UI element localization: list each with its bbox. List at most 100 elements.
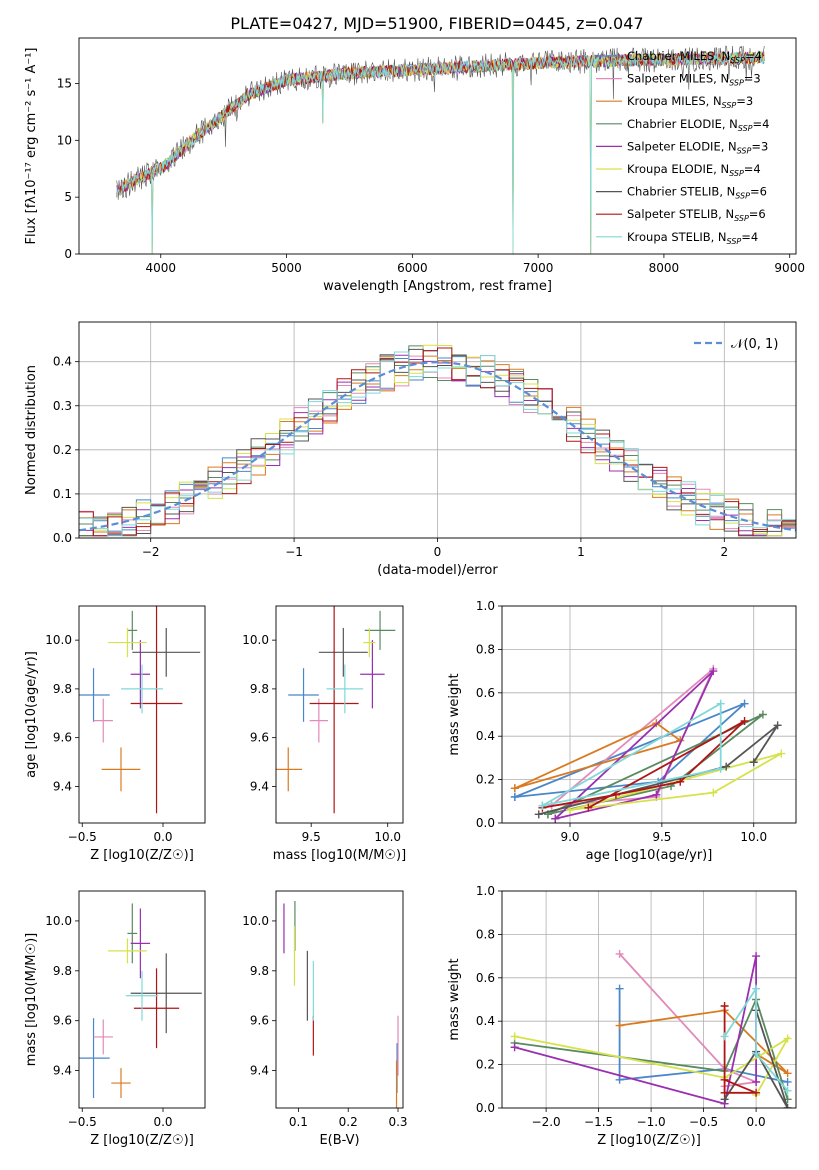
y-tick-label: 9.4 <box>250 1064 269 1078</box>
weight-point-marker <box>510 792 519 801</box>
x-tick-label: 0.0 <box>747 1115 766 1129</box>
histogram-series <box>79 355 796 537</box>
histogram-series <box>79 347 796 537</box>
axes-frame <box>501 890 797 1109</box>
y-tick-label: 10 <box>57 133 72 147</box>
weight-point-marker <box>709 788 718 797</box>
axes-frame <box>78 37 797 255</box>
weight-point-marker <box>652 790 661 799</box>
z-age-panel: −0.5 0.0 9.4 9.6 9.8 10.0 Z [log10(Z/Z☉)] age [… <box>24 605 206 863</box>
histogram-series <box>79 355 796 537</box>
weight-point-marker <box>773 721 782 730</box>
ebv-mass-panel: 0.1 0.2 0.3 9.4 9.6 9.8 10.0 E(B-V) <box>242 890 408 1148</box>
x-tick-label: 0.2 <box>339 1115 358 1129</box>
y-tick-label: 0.8 <box>476 927 495 941</box>
figure-title: PLATE=0427, MJD=51900, FIBERID=0445, z=0… <box>230 14 643 33</box>
x-tick-label: 9.0 <box>560 830 579 844</box>
histogram-series <box>79 350 796 537</box>
y-tick-label: 1.0 <box>476 599 495 613</box>
histogram-series <box>79 345 796 537</box>
weight-point-marker <box>716 764 725 773</box>
weight-series-line <box>514 722 683 790</box>
spectrum-series-line <box>116 51 765 197</box>
x-tick-label: −2.0 <box>532 1115 561 1129</box>
y-tick-label: 1.0 <box>476 884 495 898</box>
y-tick-label: 0.6 <box>476 971 495 985</box>
y-tick-label: 0.2 <box>53 443 72 457</box>
y-tick-label: 0.0 <box>476 1101 495 1115</box>
y-tick-label: 0.0 <box>476 816 495 830</box>
age-weight-panel: 9.0 9.5 10.0 0.0 0.2 0.4 0.6 0.8 1.0 age [log10(a… <box>447 599 797 863</box>
x-axis-label: Z [log10(Z/Z☉)] <box>597 1133 701 1148</box>
errorbar-group <box>79 606 201 814</box>
spectrum-lines <box>116 45 765 254</box>
x-tick-label: 0.1 <box>289 1115 308 1129</box>
weight-point-marker <box>783 1034 792 1043</box>
weight-point-marker <box>752 984 761 993</box>
weight-point-marker <box>752 1077 761 1086</box>
x-axis-label: (data-model)/error <box>377 563 498 578</box>
weight-point-marker <box>510 784 519 793</box>
weight-point-marker <box>615 1021 624 1030</box>
x-tick-label: −1.5 <box>584 1115 613 1129</box>
x-tick-label: 8000 <box>649 261 680 275</box>
x-tick-label: −0.5 <box>68 1115 97 1129</box>
y-tick-label: 9.6 <box>53 1014 72 1028</box>
x-tick-label: −2 <box>142 545 160 559</box>
weight-point-marker <box>534 810 543 819</box>
weight-point-marker <box>611 790 620 799</box>
y-tick-label: 9.6 <box>250 731 269 745</box>
y-axis-label: Flux [fλ10⁻¹⁷ erg cm⁻² s⁻¹ A⁻¹] <box>24 48 39 245</box>
spectrum-series-line <box>116 50 765 254</box>
axes-frame <box>78 321 797 539</box>
y-tick-label: 10.0 <box>242 633 269 647</box>
weight-series-line <box>723 1010 789 1108</box>
weight-point-marker <box>565 805 574 814</box>
weight-series-line <box>514 1035 791 1096</box>
y-tick-label: 15 <box>57 76 72 90</box>
errorbar-group <box>79 903 202 1099</box>
weight-point-marker <box>551 814 560 823</box>
y-axis-label: age [log10(age/yr)] <box>24 651 39 778</box>
axes-frame <box>78 605 206 824</box>
histogram-series <box>79 344 796 537</box>
legend-entry: Chabrier ELODIE, NSSP=4 <box>627 117 769 133</box>
weight-point-marker <box>709 667 718 676</box>
y-tick-label: 0.1 <box>53 487 72 501</box>
x-tick-label: 1 <box>577 545 585 559</box>
x-tick-label: 6000 <box>397 261 428 275</box>
legend-entry: 𝒩(0, 1) <box>731 337 778 352</box>
weight-point-marker <box>676 777 685 786</box>
weight-point-marker <box>783 1069 792 1078</box>
errorbar-group <box>283 900 399 1108</box>
x-tick-label: 2 <box>720 545 728 559</box>
legend-entry: Salpeter STELIB, NSSP=6 <box>627 207 766 223</box>
weight-point-marker <box>740 699 749 708</box>
y-tick-label: 9.6 <box>53 731 72 745</box>
x-tick-label: −0.5 <box>689 1115 718 1129</box>
weight-point-marker <box>720 1002 729 1011</box>
y-tick-label: 0 <box>64 247 72 261</box>
x-axis-label: E(B-V) <box>319 1133 359 1148</box>
y-tick-label: 9.4 <box>53 779 72 793</box>
weight-point-marker <box>777 749 786 758</box>
legend-entry: Salpeter MILES, NSSP=3 <box>627 72 761 88</box>
x-tick-label: −0.5 <box>68 830 97 844</box>
y-tick-label: 10.0 <box>45 633 72 647</box>
y-axis-label: mass weight <box>447 673 462 755</box>
y-tick-label: 0.4 <box>476 729 495 743</box>
x-tick-label: 7000 <box>523 261 554 275</box>
weight-point-marker <box>510 1043 519 1052</box>
legend-entry: Kroupa MILES, NSSP=3 <box>627 94 753 110</box>
y-tick-label: 0.0 <box>53 531 72 545</box>
y-axis-label: mass [log10(M/M☉)] <box>24 933 39 1066</box>
y-tick-label: 9.8 <box>250 964 269 978</box>
x-tick-label: 0 <box>434 545 442 559</box>
y-tick-label: 9.8 <box>53 682 72 696</box>
weight-point-marker <box>584 803 593 812</box>
y-tick-label: 0.6 <box>476 686 495 700</box>
x-axis-label: age [log10(age/yr)] <box>586 848 713 863</box>
y-axis-label: mass weight <box>447 958 462 1040</box>
weight-series-line <box>723 985 789 1092</box>
